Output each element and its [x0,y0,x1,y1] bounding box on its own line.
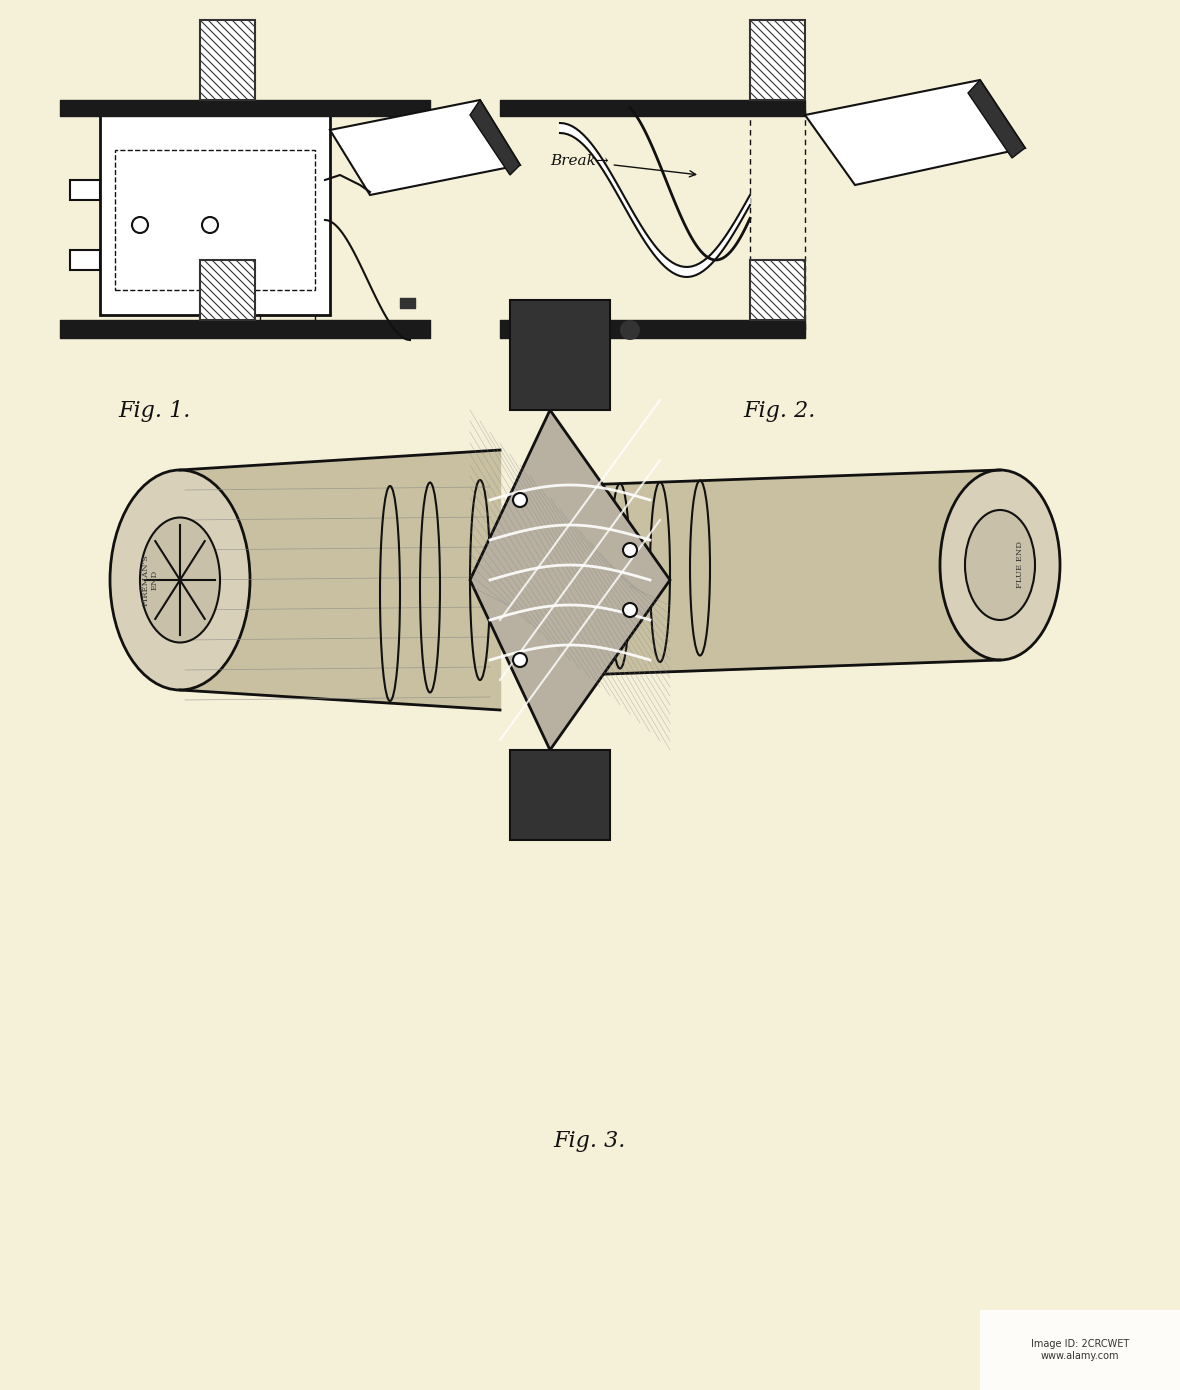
Polygon shape [470,410,670,751]
Bar [750,19,805,100]
Bar [981,1309,1180,1390]
Bar [114,150,315,291]
Circle shape [623,603,637,617]
Polygon shape [968,81,1025,158]
Bar [100,115,330,316]
Polygon shape [560,122,750,277]
Text: Fig. 1.: Fig. 1. [119,400,191,423]
Ellipse shape [140,517,219,642]
Polygon shape [510,751,610,840]
Circle shape [132,217,148,234]
Text: Fig. 3.: Fig. 3. [553,1130,627,1152]
Text: Image ID: 2CRCWET
www.alamy.com: Image ID: 2CRCWET www.alamy.com [1031,1339,1129,1361]
Ellipse shape [940,470,1060,660]
Polygon shape [510,300,610,410]
Text: Break→: Break→ [550,154,696,177]
Text: FLUE END: FLUE END [1016,542,1024,588]
Circle shape [623,543,637,557]
Circle shape [513,653,527,667]
Circle shape [513,493,527,507]
Circle shape [620,320,640,341]
Bar [199,260,255,320]
Ellipse shape [110,470,250,689]
Text: FIREMAN'S
END: FIREMAN'S END [142,555,158,606]
Bar [70,179,100,200]
Text: Fig. 2.: Fig. 2. [743,400,817,423]
Polygon shape [470,100,520,175]
Polygon shape [805,81,1025,185]
Bar [199,19,255,100]
Bar [70,250,100,270]
Polygon shape [330,100,520,195]
Ellipse shape [965,510,1035,620]
Circle shape [202,217,218,234]
Bar [750,260,805,320]
